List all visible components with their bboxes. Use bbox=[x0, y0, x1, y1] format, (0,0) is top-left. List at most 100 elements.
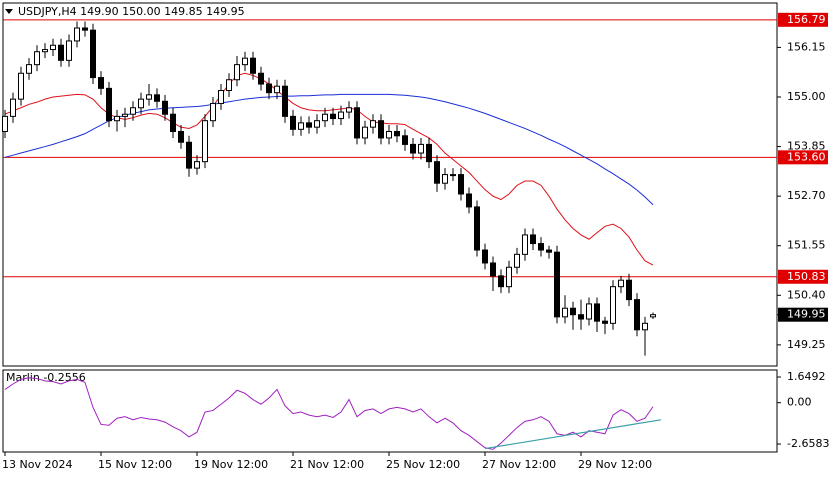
candle-body bbox=[514, 253, 520, 268]
candle-body bbox=[50, 44, 56, 51]
candle-body bbox=[306, 122, 312, 128]
y-tick-label: 155.00 bbox=[787, 90, 826, 103]
candle-body bbox=[146, 94, 152, 100]
chart-header: USDJPY,H4 149.90 150.00 149.85 149.95 bbox=[18, 5, 245, 18]
candle-body bbox=[610, 286, 616, 324]
y-tick-label: 149.25 bbox=[787, 338, 826, 351]
candle-body bbox=[426, 143, 432, 163]
indicator-tick-label: -2.6583 bbox=[787, 437, 829, 450]
candle-body bbox=[218, 90, 224, 104]
candle-body bbox=[26, 64, 32, 74]
candle-body bbox=[354, 107, 360, 139]
divergence-line bbox=[484, 419, 662, 450]
candle-body bbox=[210, 102, 216, 122]
candle-body bbox=[530, 234, 536, 245]
candle-body bbox=[114, 115, 120, 122]
candle-body bbox=[170, 113, 176, 132]
candle-body bbox=[178, 130, 184, 143]
candle-body bbox=[402, 135, 408, 145]
candle-body bbox=[18, 72, 24, 100]
candle-body bbox=[322, 113, 328, 122]
candle-body bbox=[394, 130, 400, 137]
candle-body bbox=[274, 85, 280, 94]
y-tick-label: 150.40 bbox=[787, 288, 826, 301]
candle-body bbox=[642, 322, 648, 331]
candle-body bbox=[186, 141, 192, 169]
candle-body bbox=[266, 83, 272, 94]
candle-body bbox=[194, 161, 200, 169]
candle-body bbox=[418, 143, 424, 154]
current-price-tag bbox=[778, 307, 828, 322]
level-tag bbox=[778, 12, 828, 27]
ma-line bbox=[4, 72, 654, 266]
candle-body bbox=[154, 94, 160, 102]
candle-body bbox=[90, 29, 96, 79]
candle-body bbox=[618, 279, 624, 288]
y-tick-label: 151.55 bbox=[787, 239, 826, 252]
candle-body bbox=[314, 120, 320, 128]
candle-body bbox=[130, 107, 136, 115]
candle-body bbox=[242, 57, 248, 66]
x-tick-label: 15 Nov 12:00 bbox=[98, 458, 172, 471]
candle-body bbox=[42, 49, 48, 53]
level-label: 153.60 bbox=[787, 150, 826, 163]
candle-body bbox=[290, 115, 296, 130]
y-tick-label: 156.15 bbox=[787, 40, 826, 53]
candle-body bbox=[650, 314, 656, 318]
x-tick-label: 13 Nov 2024 bbox=[2, 458, 72, 471]
candle-body bbox=[234, 64, 240, 81]
y-tick-label: 152.70 bbox=[787, 189, 826, 202]
x-tick-label: 27 Nov 12:00 bbox=[482, 458, 556, 471]
candle-body bbox=[66, 40, 72, 61]
candle-body bbox=[370, 120, 376, 128]
candle-body bbox=[226, 79, 232, 92]
candle-body bbox=[122, 113, 128, 117]
level-label: 156.79 bbox=[787, 13, 826, 26]
candle-body bbox=[594, 303, 600, 322]
main-panel bbox=[2, 2, 778, 367]
ma-line bbox=[4, 93, 654, 206]
candle-body bbox=[410, 143, 416, 154]
candle-body bbox=[506, 266, 512, 288]
candle-body bbox=[602, 320, 608, 324]
candle-body bbox=[74, 27, 80, 42]
candle-body bbox=[482, 249, 488, 264]
candle-body bbox=[330, 113, 336, 120]
candle-body bbox=[562, 307, 568, 318]
x-tick-label: 19 Nov 12:00 bbox=[194, 458, 268, 471]
candle-body bbox=[378, 120, 384, 139]
candle-body bbox=[106, 87, 112, 122]
candle-body bbox=[82, 27, 88, 31]
candle-body bbox=[202, 120, 208, 163]
candle-body bbox=[282, 85, 288, 117]
candle-body bbox=[258, 72, 264, 85]
candle-body bbox=[458, 174, 464, 195]
candle-body bbox=[346, 107, 352, 113]
indicator-tick-label: 0.00 bbox=[787, 396, 812, 409]
candle-body bbox=[586, 303, 592, 320]
x-tick-label: 29 Nov 12:00 bbox=[578, 458, 652, 471]
candle-body bbox=[546, 249, 552, 253]
x-tick-label: 21 Nov 12:00 bbox=[290, 458, 364, 471]
candle-body bbox=[442, 174, 448, 184]
level-tag bbox=[778, 269, 828, 284]
candle-body bbox=[250, 57, 256, 74]
candle-body bbox=[138, 98, 144, 109]
candle-body bbox=[298, 122, 304, 130]
indicator-tick-label: 1.6492 bbox=[787, 370, 826, 383]
candle-body bbox=[434, 161, 440, 184]
indicator-panel bbox=[2, 369, 778, 453]
candle-body bbox=[570, 307, 576, 316]
indicator-label: Marlin -0.2556 bbox=[6, 371, 86, 384]
candle-body bbox=[450, 174, 456, 177]
candle-body bbox=[626, 279, 632, 301]
menu-icon bbox=[5, 9, 13, 14]
candle-body bbox=[490, 262, 496, 277]
candle-body bbox=[554, 251, 560, 318]
candle-body bbox=[538, 243, 544, 251]
indicator-line bbox=[4, 377, 654, 450]
candle-body bbox=[338, 111, 344, 120]
level-label: 150.83 bbox=[787, 270, 826, 283]
